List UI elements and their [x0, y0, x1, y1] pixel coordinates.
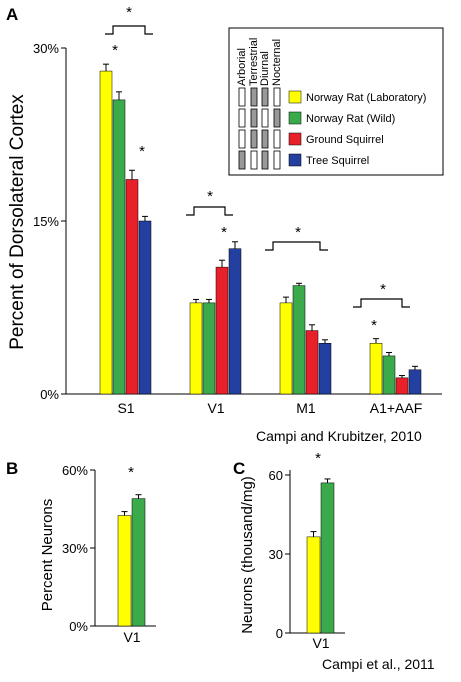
panel-a-bar	[112, 99, 126, 395]
panel-a-xtick-label: M1	[296, 400, 316, 416]
significance-star: *	[221, 224, 227, 241]
panel-a-xtick-label: S1	[117, 400, 134, 416]
panel-a-bar	[99, 70, 113, 395]
legend-lifestyle-header: Terrestrial	[248, 38, 260, 86]
panel-a-xtick-label: A1+AAF	[370, 400, 423, 416]
legend-lifestyle-cell	[273, 129, 281, 149]
panel-a-xtick-label: V1	[207, 400, 224, 416]
legend-swatch	[288, 153, 302, 167]
significance-star: *	[380, 281, 386, 298]
panel-a-bar	[318, 343, 332, 395]
panel-c-bar	[320, 482, 335, 634]
panel-c-letter: C	[233, 459, 245, 478]
panel-a-ytick-label: 30%	[33, 41, 59, 56]
legend-lifestyle-cell	[250, 150, 258, 170]
legend-lifestyle-cell	[273, 87, 281, 107]
legend-lifestyle-cell	[273, 108, 281, 128]
panel-a-ytick-label: 0%	[40, 387, 59, 402]
panel-c-credit: Campi et al., 2011	[322, 656, 435, 672]
legend-entry-label: Norway Rat (Laboratory)	[306, 92, 426, 104]
legend-swatch	[288, 90, 302, 104]
panel-b-plot: 0% 30% 60% V1 *	[62, 463, 146, 645]
significance-star: *	[112, 42, 118, 59]
panel-b-letter: B	[6, 459, 18, 478]
panel-a-bar	[279, 302, 293, 395]
legend-entry-label: Ground Squirrel	[306, 134, 384, 146]
panel-a-bar	[395, 377, 409, 395]
panel-c-significance-star: *	[315, 450, 321, 467]
panel-a-letter: A	[6, 5, 18, 24]
panel-a-bar	[125, 179, 139, 395]
panel-a-bar	[382, 355, 396, 395]
panel-a-bar	[202, 302, 216, 395]
legend: Arborial Terrestrial Diurnal Nocternal Norwa…	[228, 27, 444, 176]
panel-a-plot: 0%15%30%S1 V1 M1 A1+AAF***** ***	[33, 4, 422, 416]
panel-b-ytick-label: 0%	[69, 619, 88, 634]
panel-a-bar	[305, 330, 319, 395]
legend-lifestyle-cell	[261, 87, 269, 107]
panel-a-significance-1: * * *	[105, 4, 153, 160]
significance-star: *	[126, 4, 132, 21]
legend-swatch	[288, 132, 302, 146]
panel-b-ylabel: Percent Neurons	[39, 499, 56, 612]
legend-lifestyle-cell	[261, 108, 269, 128]
significance-bracket	[265, 241, 328, 251]
legend-lifestyle-cell	[238, 108, 246, 128]
panel-a-bar	[138, 220, 152, 395]
panel-b-ytick-label: 30%	[62, 541, 88, 556]
panel-b-significance-star: *	[128, 464, 134, 481]
legend-lifestyle-cell	[238, 150, 246, 170]
panel-b-xtick-label: V1	[123, 629, 140, 645]
significance-star: *	[295, 224, 301, 241]
panel-c-bar	[306, 536, 321, 634]
significance-bracket	[105, 25, 153, 35]
significance-star: *	[207, 188, 213, 205]
legend-lifestyle-cell	[250, 108, 258, 128]
significance-star: *	[371, 317, 377, 334]
panel-c-ytick-label: 60	[269, 468, 283, 483]
significance-bracket	[353, 298, 410, 308]
legend-lifestyle-cell	[273, 150, 281, 170]
panel-a-ytick-label: 15%	[33, 214, 59, 229]
panel-a-ylabel: Percent of Dorsolateral Cortex	[7, 94, 28, 350]
legend-lifestyle-header: Nocternal	[271, 39, 283, 86]
legend-content: Arborial Terrestrial Diurnal Nocternal Norwa…	[236, 38, 426, 170]
legend-entry-label: Norway Rat (Wild)	[306, 113, 395, 125]
legend-lifestyle-cell	[238, 129, 246, 149]
panel-a-bar	[408, 369, 422, 395]
panel-b-bar	[117, 515, 132, 627]
panel-a-bar	[215, 266, 229, 395]
panel-b-ytick-label: 60%	[62, 463, 88, 478]
panel-c-plot: 0 30 60 V1 *	[269, 450, 335, 651]
panel-c-ytick-label: 30	[269, 547, 283, 562]
panel-a-bar	[189, 302, 203, 395]
legend-lifestyle-cell	[261, 129, 269, 149]
panel-a-bar	[228, 248, 242, 395]
legend-lifestyle-header: Arborial	[236, 48, 248, 86]
legend-lifestyle-cell	[250, 87, 258, 107]
panel-c-xtick-label: V1	[312, 635, 329, 651]
legend-entry-label: Tree Squirrel	[306, 155, 369, 167]
panel-a-bar	[292, 285, 306, 395]
significance-star: *	[139, 143, 145, 160]
panel-a-significance-4: **	[353, 281, 410, 334]
legend-lifestyle-cell	[261, 150, 269, 170]
legend-lifestyle-cell	[250, 129, 258, 149]
significance-bracket	[186, 206, 233, 216]
panel-c-ytick-label: 0	[276, 626, 283, 641]
legend-lifestyle-header: Diurnal	[259, 51, 271, 86]
panel-b-bar	[131, 498, 146, 627]
panel-c-ylabel: Neurons (thousand/mg)	[239, 476, 256, 634]
panel-a-significance-2: **	[186, 188, 233, 241]
legend-swatch	[288, 111, 302, 125]
panel-a-credit: Campi and Krubitzer, 2010	[256, 428, 422, 444]
panel-a-significance-3: *	[265, 224, 328, 251]
panel-a-bar	[369, 343, 383, 395]
legend-lifestyle-cell	[238, 87, 246, 107]
